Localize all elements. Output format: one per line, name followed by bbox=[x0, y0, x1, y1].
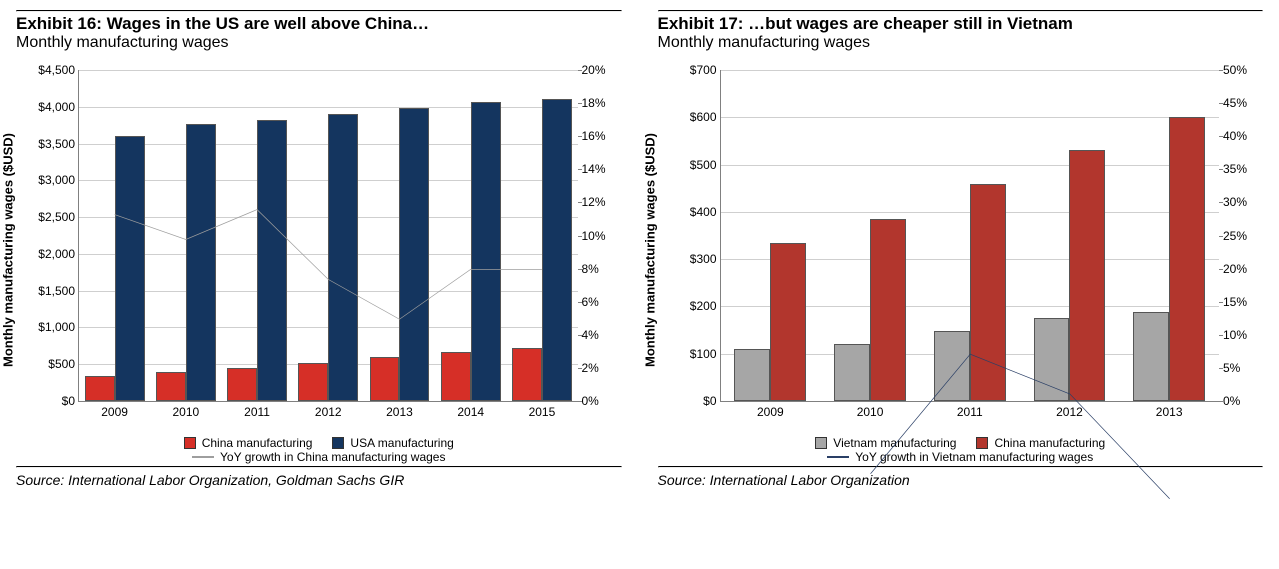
y-left-tick: $200 bbox=[690, 299, 721, 313]
plot-area: 20092010201120122013 $0$100$200$300$400$… bbox=[720, 70, 1220, 402]
y-left-tick: $2,000 bbox=[38, 247, 79, 261]
y-right-tick-mark bbox=[578, 335, 582, 336]
y-right-tick-mark bbox=[1219, 236, 1223, 237]
y-right-tick-mark bbox=[578, 368, 582, 369]
y-right-tick: 12% bbox=[578, 195, 606, 209]
y-right-tick: 30% bbox=[1219, 195, 1247, 209]
y-left-tick: $1,000 bbox=[38, 320, 79, 334]
y-right-tick-mark bbox=[578, 136, 582, 137]
y-right-tick-mark bbox=[578, 302, 582, 303]
plot-area: 2009201020112012201320142015 $0$500$1,00… bbox=[78, 70, 578, 402]
exhibit-title: Exhibit 16: Wages in the US are well abo… bbox=[16, 14, 622, 34]
exhibit-subtitle: Monthly manufacturing wages bbox=[16, 34, 622, 52]
y-right-tick: 35% bbox=[1219, 162, 1247, 176]
y-right-tick-mark bbox=[578, 103, 582, 104]
line-overlay bbox=[79, 70, 578, 569]
y-left-tick: $300 bbox=[690, 252, 721, 266]
y-right-tick: 18% bbox=[578, 96, 606, 110]
y-right-tick: 10% bbox=[578, 229, 606, 243]
y-right-tick-mark bbox=[1219, 335, 1223, 336]
chart-right: Monthly manufacturing wages ($USD) 20092… bbox=[658, 70, 1264, 430]
y-right-tick: 15% bbox=[1219, 295, 1247, 309]
y-left-tick: $4,000 bbox=[38, 100, 79, 114]
y-right-tick-mark bbox=[578, 269, 582, 270]
y-left-tick: $100 bbox=[690, 347, 721, 361]
y-right-tick: 50% bbox=[1219, 63, 1247, 77]
line-overlay bbox=[721, 70, 1220, 569]
y-right-tick-mark bbox=[578, 401, 582, 402]
y-left-tick: $600 bbox=[690, 110, 721, 124]
y-left-tick: $500 bbox=[48, 357, 79, 371]
top-rule bbox=[16, 10, 622, 12]
y-right-tick: 14% bbox=[578, 162, 606, 176]
y-right-tick-mark bbox=[578, 202, 582, 203]
y-left-tick: $2,500 bbox=[38, 210, 79, 224]
y-left-tick: $400 bbox=[690, 205, 721, 219]
y-left-tick: $3,500 bbox=[38, 137, 79, 151]
y-left-tick: $0 bbox=[703, 394, 720, 408]
exhibit-grid: Exhibit 16: Wages in the US are well abo… bbox=[16, 10, 1263, 488]
y-left-tick: $0 bbox=[62, 394, 79, 408]
y-right-tick-mark bbox=[1219, 202, 1223, 203]
y-right-tick-mark bbox=[1219, 70, 1223, 71]
y-right-tick-mark bbox=[1219, 368, 1223, 369]
y-right-tick: 10% bbox=[1219, 328, 1247, 342]
exhibit-title: Exhibit 17: …but wages are cheaper still… bbox=[658, 14, 1264, 34]
y-right-tick-mark bbox=[578, 236, 582, 237]
line-series bbox=[870, 354, 1169, 499]
line-series bbox=[115, 210, 542, 320]
y-axis-label: Monthly manufacturing wages ($USD) bbox=[1, 133, 16, 367]
y-right-tick-mark bbox=[1219, 136, 1223, 137]
chart-left: Monthly manufacturing wages ($USD) 20092… bbox=[16, 70, 622, 430]
y-right-tick-mark bbox=[1219, 302, 1223, 303]
exhibit-subtitle: Monthly manufacturing wages bbox=[658, 34, 1264, 52]
y-left-tick: $500 bbox=[690, 158, 721, 172]
exhibit-16-panel: Exhibit 16: Wages in the US are well abo… bbox=[16, 10, 622, 488]
y-left-tick: $3,000 bbox=[38, 173, 79, 187]
y-axis-label: Monthly manufacturing wages ($USD) bbox=[642, 133, 657, 367]
y-right-tick: 40% bbox=[1219, 129, 1247, 143]
y-left-tick: $700 bbox=[690, 63, 721, 77]
y-right-tick: 20% bbox=[578, 63, 606, 77]
y-right-tick-mark bbox=[578, 169, 582, 170]
y-right-tick-mark bbox=[1219, 401, 1223, 402]
y-left-tick: $4,500 bbox=[38, 63, 79, 77]
y-left-tick: $1,500 bbox=[38, 284, 79, 298]
exhibit-17-panel: Exhibit 17: …but wages are cheaper still… bbox=[658, 10, 1264, 488]
y-right-tick: 25% bbox=[1219, 229, 1247, 243]
y-right-tick: 20% bbox=[1219, 262, 1247, 276]
y-right-tick-mark bbox=[578, 70, 582, 71]
top-rule bbox=[658, 10, 1264, 12]
y-right-tick: 16% bbox=[578, 129, 606, 143]
y-right-tick-mark bbox=[1219, 269, 1223, 270]
y-right-tick: 45% bbox=[1219, 96, 1247, 110]
y-right-tick-mark bbox=[1219, 169, 1223, 170]
y-right-tick-mark bbox=[1219, 103, 1223, 104]
